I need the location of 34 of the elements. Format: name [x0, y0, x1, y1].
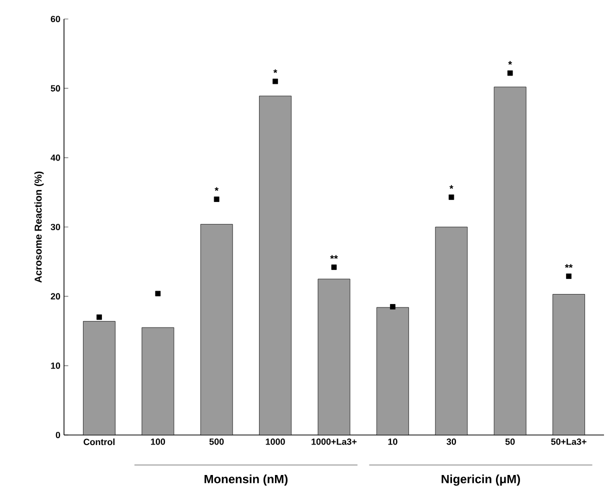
- x-tick-label: 50+La3+: [551, 438, 586, 445]
- data-label: *: [273, 69, 278, 74]
- y-tick-label: 0: [56, 432, 60, 438]
- x-tick-label: 1000: [266, 438, 285, 445]
- x-tick-label: 1000+La3+: [312, 438, 357, 445]
- data-label: **: [564, 264, 573, 268]
- x-tick-label: 30: [446, 438, 456, 445]
- point: [331, 264, 337, 270]
- point: [566, 274, 572, 279]
- x-tick-label: Control: [84, 438, 115, 446]
- y-tick-label: 10: [51, 362, 60, 369]
- x-tick-label: 50: [505, 438, 515, 445]
- point: [96, 314, 102, 320]
- data-label: **: [330, 255, 338, 259]
- point: [507, 70, 513, 76]
- y-tick-label: 40: [50, 154, 60, 161]
- x-tick-label: 500: [209, 438, 224, 445]
- y-tick-label: 20: [50, 293, 60, 300]
- text: Nigericin (μM): [442, 474, 520, 486]
- y-tick-label: 60: [50, 16, 60, 22]
- text: Monensin (nM): [204, 474, 288, 486]
- y-tick-label: 30: [50, 224, 60, 230]
- point: [155, 290, 161, 296]
- y-tick-label: 50: [50, 85, 60, 92]
- y-axis-title: Acrosome Reaction (%): [34, 172, 44, 283]
- data-label: *: [449, 185, 454, 189]
- x-tick-label: 10: [388, 438, 398, 445]
- point: [214, 196, 220, 202]
- data-label: *: [214, 187, 219, 191]
- x-tick-label: 100: [150, 438, 166, 445]
- data-label: *: [508, 61, 512, 65]
- point: [272, 78, 278, 84]
- point: [390, 304, 396, 310]
- point: [448, 194, 454, 200]
